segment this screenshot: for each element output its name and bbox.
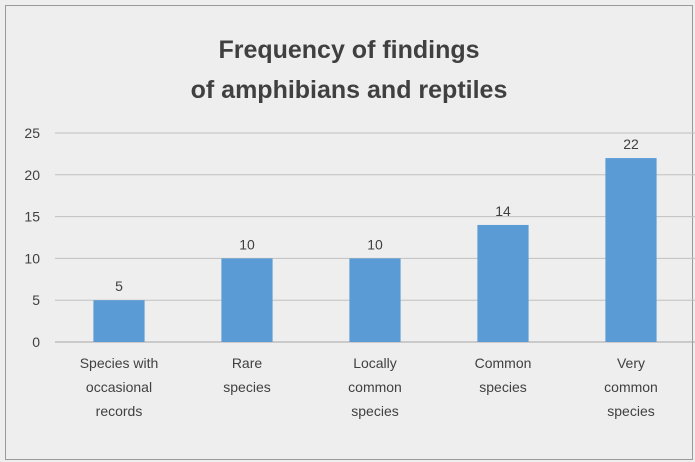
data-label: 14 [495, 203, 511, 219]
x-category-label: Very common species [604, 355, 658, 419]
x-category-label: Rare species [223, 355, 270, 395]
bar [349, 258, 401, 342]
bar [605, 158, 657, 342]
bar [93, 300, 145, 342]
y-tick-label: 15 [24, 209, 40, 225]
chart-title-line-2: of amphibians and reptiles [190, 76, 508, 104]
x-category-label: Common species [475, 355, 532, 395]
chart-title-line-1: Frequency of findings [218, 36, 480, 64]
data-label: 5 [115, 278, 123, 294]
y-tick-label: 5 [32, 292, 40, 308]
bar [221, 258, 273, 342]
x-category-label: Locally common species [348, 355, 402, 419]
y-tick-label: 25 [24, 125, 40, 141]
y-tick-label: 20 [24, 167, 40, 183]
chart-title: Frequency of findings of amphibians and … [5, 30, 693, 110]
bar [477, 224, 529, 342]
x-category-label: Species with occasional records [80, 355, 159, 419]
y-tick-label: 10 [24, 250, 40, 266]
y-tick-label: 0 [32, 334, 40, 350]
data-label: 10 [367, 236, 383, 252]
data-label: 22 [623, 136, 639, 152]
chart-frame [5, 5, 693, 460]
data-label: 10 [239, 236, 255, 252]
